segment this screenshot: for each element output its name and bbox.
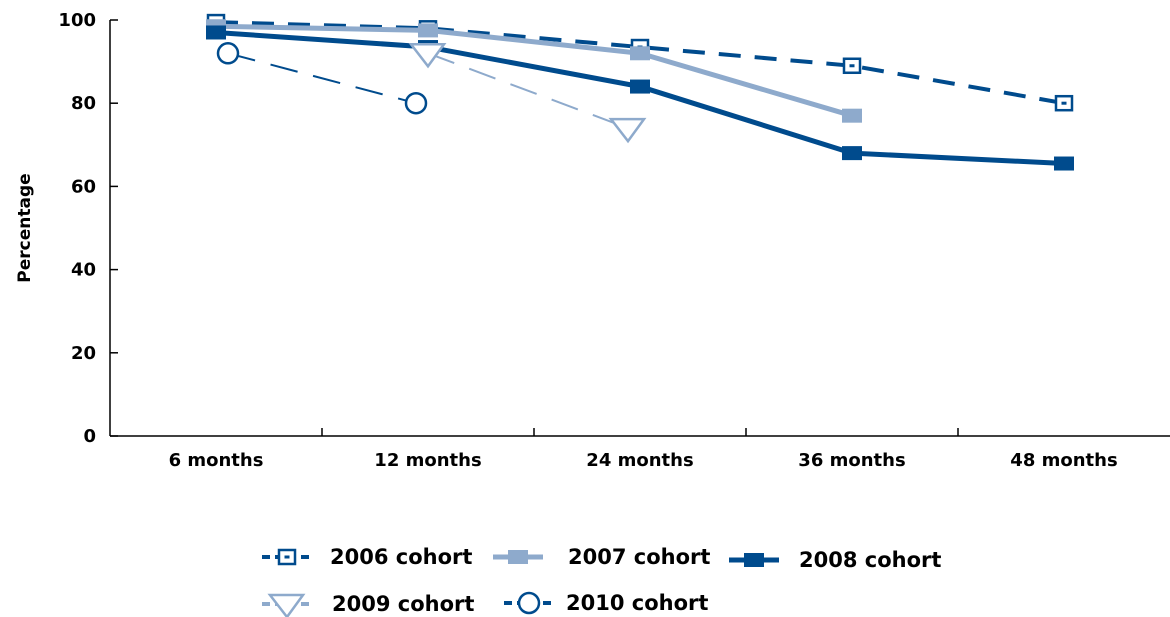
x-tick-label: 6 months — [169, 450, 264, 471]
x-tick-label: 36 months — [798, 450, 905, 471]
legend-item: 2007 cohort — [493, 545, 710, 569]
legend-swatch-marker — [744, 553, 764, 567]
data-point — [216, 42, 240, 65]
series-line — [215, 23, 853, 119]
y-tick-label: 100 — [58, 10, 96, 31]
y-tick-label: 20 — [71, 343, 96, 364]
x-tick-label: 12 months — [374, 450, 481, 471]
series-2010-cohort — [216, 42, 428, 115]
x-tick-label: 48 months — [1010, 450, 1117, 471]
y-axis-title: Percentage — [15, 173, 35, 282]
data-point — [1054, 156, 1074, 171]
y-tick-label: 80 — [71, 93, 96, 114]
legend-item: 2008 cohort — [729, 548, 941, 572]
data-point — [408, 43, 447, 69]
data-point — [842, 146, 862, 161]
legend-swatch-marker — [517, 591, 541, 615]
data-point — [206, 25, 226, 40]
data-point — [418, 23, 438, 38]
series-2007-cohort — [206, 19, 862, 123]
legend-label: 2008 cohort — [799, 548, 941, 572]
series-line — [427, 52, 629, 130]
y-tick-label: 40 — [71, 260, 96, 281]
legend-item: 2010 cohort — [504, 591, 708, 615]
tick-labels: 0 20 40 60 80 100 6 months 12 months 24 months 36… — [58, 10, 1117, 471]
x-tick-label: 24 months — [586, 450, 693, 471]
legend-label: 2006 cohort — [330, 545, 472, 569]
legend-label: 2010 cohort — [566, 591, 708, 615]
data-point — [608, 117, 647, 144]
axes — [109, 19, 1170, 437]
legend-swatch-marker — [267, 593, 306, 617]
y-tick-label: 0 — [83, 426, 96, 447]
data-point-dot — [849, 64, 855, 68]
legend-item: 2006 cohort — [262, 545, 472, 569]
series-2009-cohort — [408, 43, 647, 144]
data-point — [842, 108, 862, 123]
legend: 2006 cohort 2007 cohort 2008 cohort 2009 co… — [262, 545, 941, 617]
data-point — [404, 91, 428, 115]
legend-item: 2009 cohort — [262, 592, 474, 617]
legend-label: 2007 cohort — [568, 545, 710, 569]
data-point-dot — [1061, 101, 1067, 105]
data-point — [630, 79, 650, 94]
legend-swatch-marker — [508, 550, 528, 564]
series-group — [206, 13, 1074, 171]
y-tick-label: 60 — [71, 176, 96, 197]
series-line — [227, 52, 417, 105]
data-point — [630, 46, 650, 61]
legend-swatch-marker-dot — [284, 555, 290, 559]
legend-label: 2009 cohort — [332, 592, 474, 616]
